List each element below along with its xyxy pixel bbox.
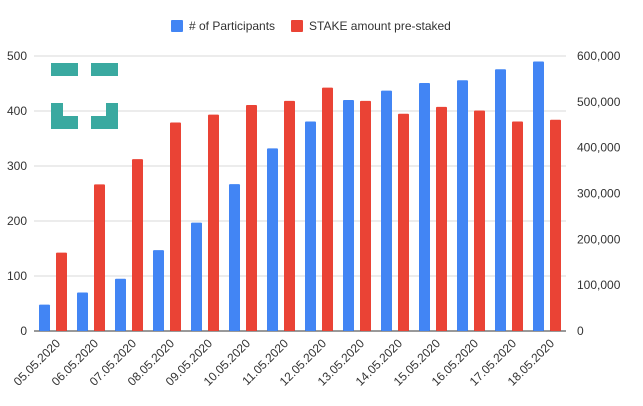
bar-participants — [419, 82, 430, 331]
y-left-tick-label: 500 — [7, 49, 27, 63]
legend-label: # of Participants — [189, 19, 275, 33]
bar-participants — [39, 304, 50, 331]
teal-block-logo-icon — [51, 103, 78, 129]
bar-participants — [457, 80, 468, 331]
bar-stake-amount — [398, 113, 409, 331]
y-left-tick-label: 100 — [7, 269, 27, 283]
y-right-tick-label: 300,000 — [577, 187, 621, 201]
bar-participants — [191, 222, 202, 331]
y-left-tick-label: 400 — [7, 104, 27, 118]
bar-stake-amount — [474, 110, 485, 332]
legend-swatch — [171, 20, 183, 32]
y-right-tick-label: 500,000 — [577, 95, 621, 109]
bar-participants — [305, 121, 316, 331]
teal-block-logo-icon — [91, 103, 118, 129]
bar-stake-amount — [94, 184, 105, 331]
bar-stake-amount — [208, 114, 219, 332]
bar-participants — [533, 61, 544, 331]
bar-stake-amount — [360, 100, 371, 332]
bar-participants — [115, 278, 126, 331]
y-right-tick-label: 600,000 — [577, 49, 621, 63]
bar-participants — [77, 292, 88, 331]
teal-block-logo-icon — [51, 63, 78, 76]
bar-stake-amount — [170, 122, 181, 331]
y-right-tick-label: 0 — [577, 324, 584, 338]
bar-participants — [381, 90, 392, 332]
y-left-tick-label: 0 — [20, 324, 27, 338]
bar-stake-amount — [56, 252, 67, 331]
y-left-tick-label: 300 — [7, 159, 27, 173]
bar-participants — [229, 184, 240, 331]
y-right-tick-label: 200,000 — [577, 232, 621, 246]
bar-stake-amount — [436, 106, 447, 331]
bar-participants — [153, 250, 164, 331]
y-right-tick-label: 400,000 — [577, 141, 621, 155]
bar-participants — [343, 100, 354, 331]
bar-stake-amount — [512, 121, 523, 332]
y-right-tick-label: 100,000 — [577, 278, 621, 292]
legend-swatch — [291, 20, 303, 32]
legend-label: STAKE amount pre-staked — [309, 19, 451, 33]
bar-participants — [267, 148, 278, 331]
bar-stake-amount — [550, 119, 561, 331]
teal-block-logo-icon — [91, 63, 118, 76]
bar-stake-amount — [322, 87, 333, 331]
bar-stake-amount — [246, 105, 257, 332]
y-left-tick-label: 200 — [7, 214, 27, 228]
bar-stake-amount — [284, 100, 295, 332]
bar-stake-amount — [132, 159, 143, 331]
bar-participants — [495, 69, 506, 331]
